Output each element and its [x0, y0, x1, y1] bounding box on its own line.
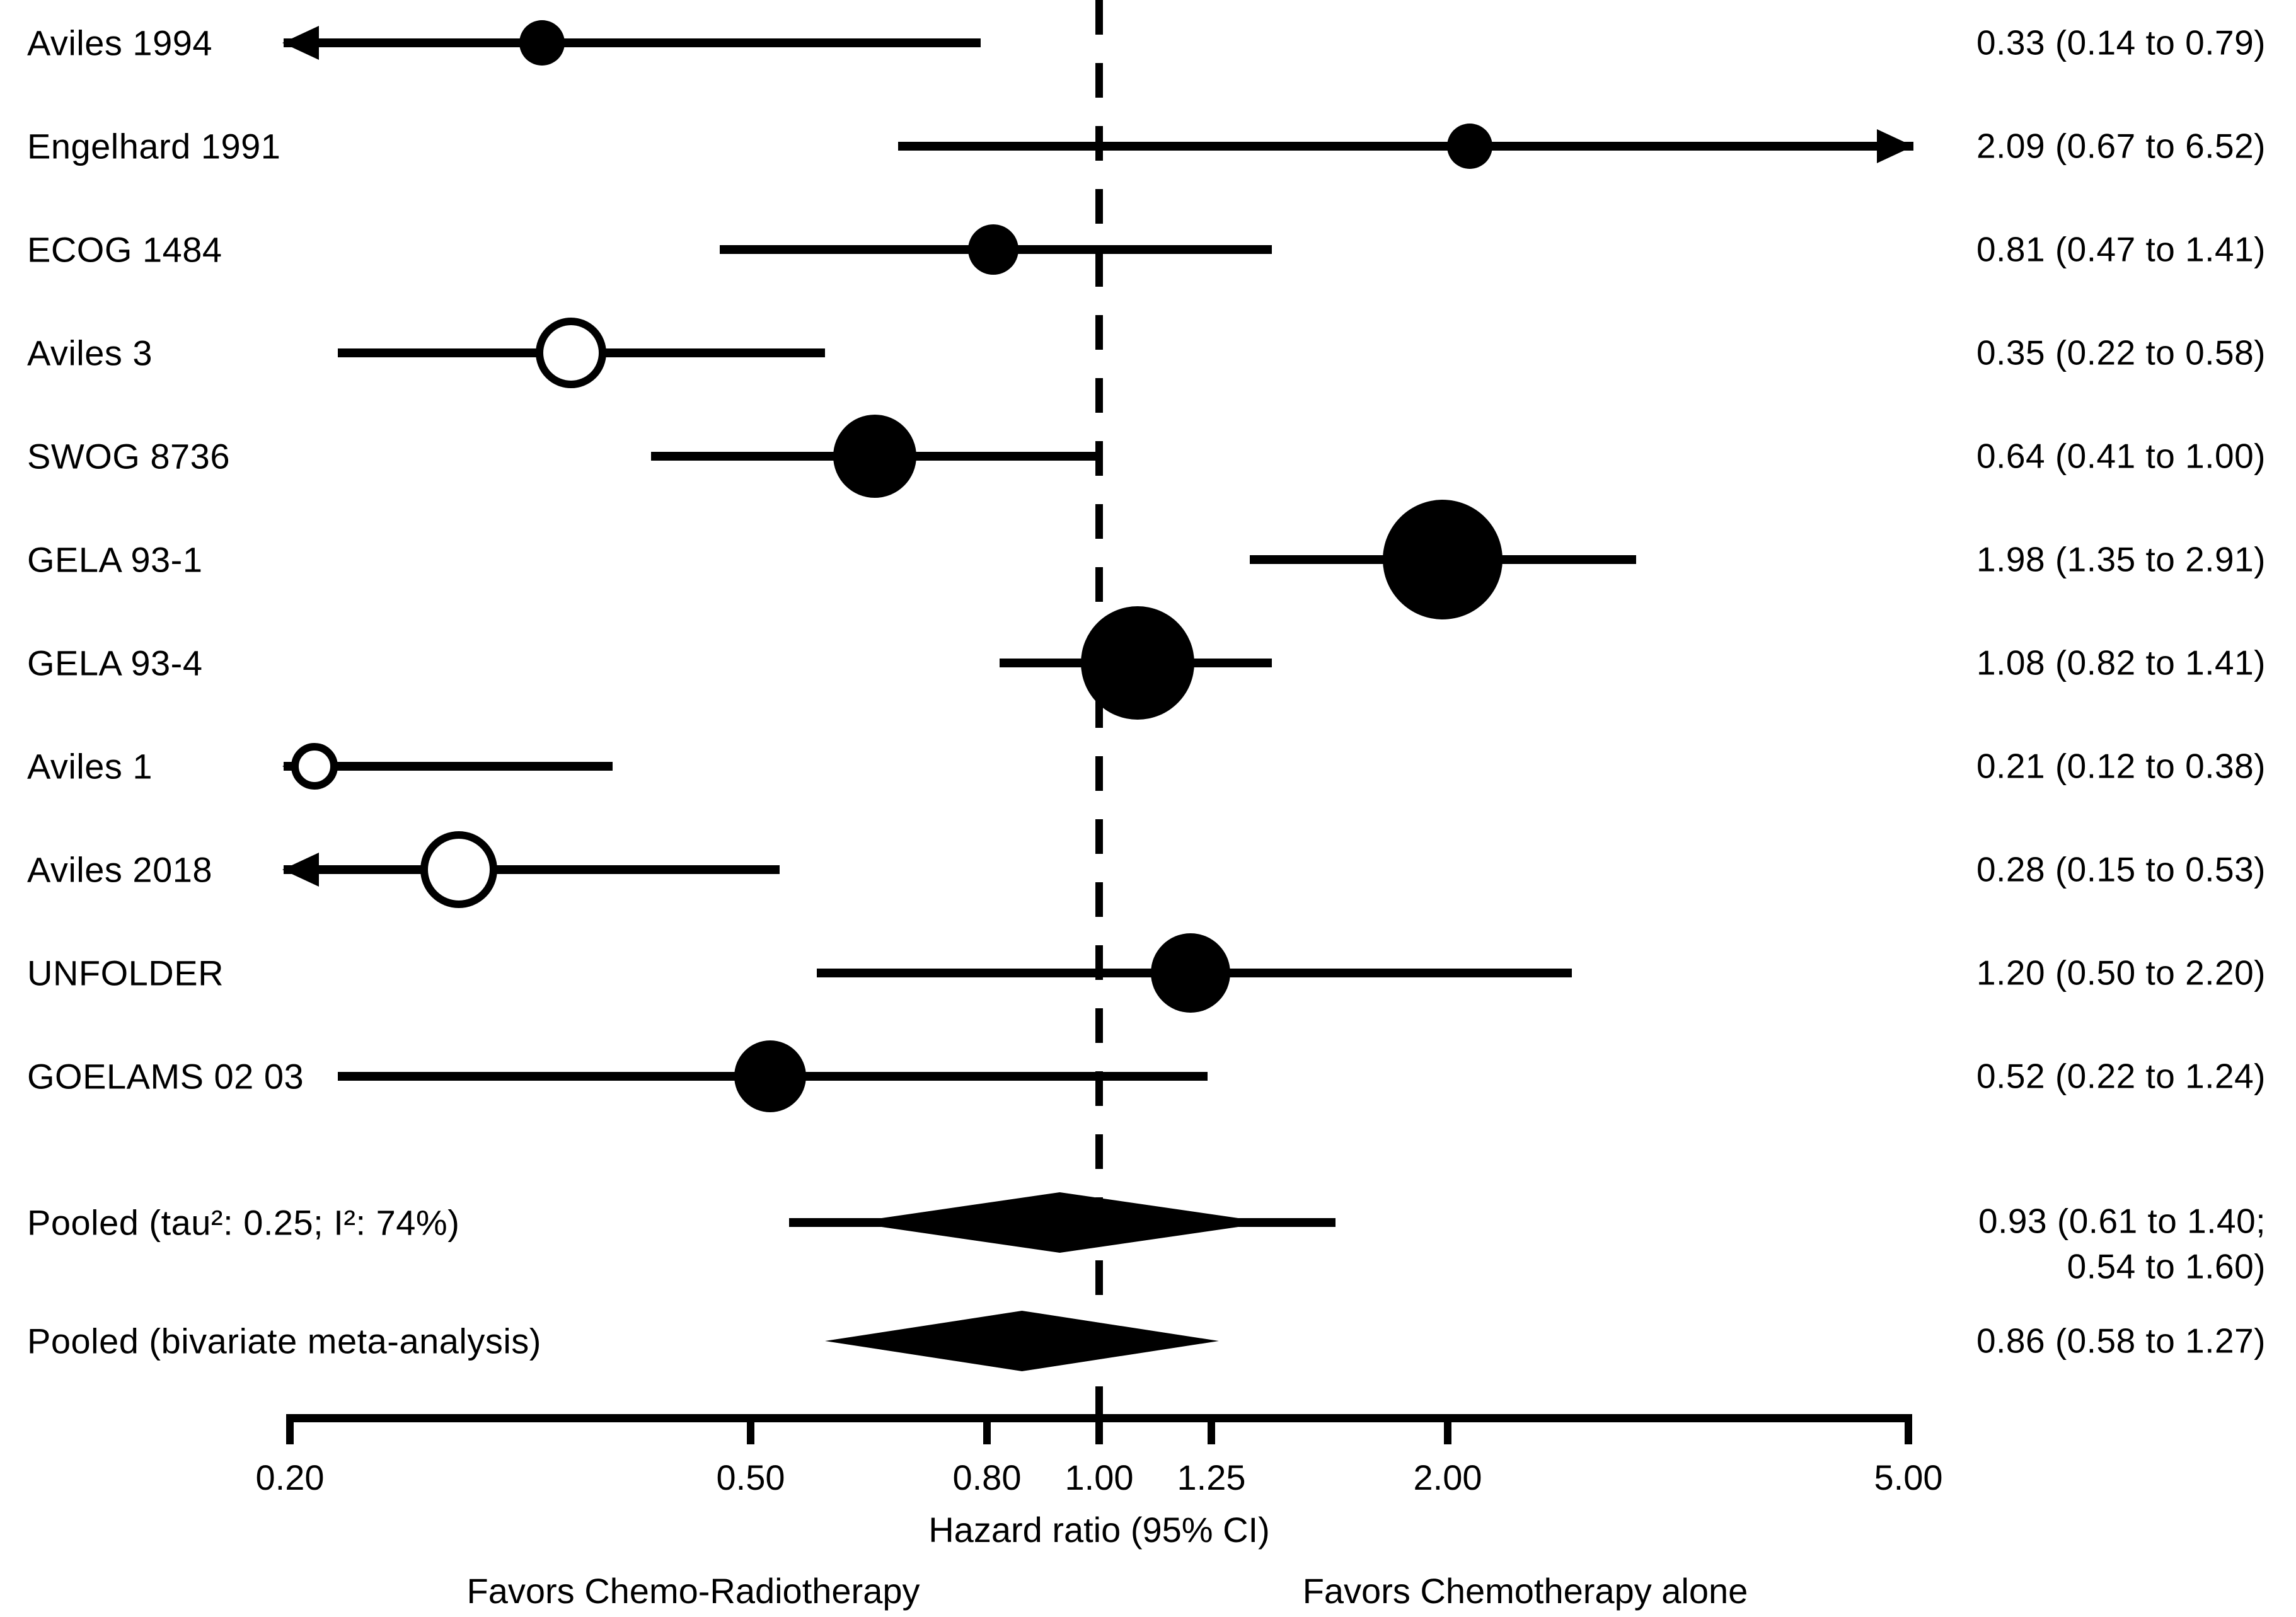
x-axis-tick-label: 1.25	[1177, 1458, 1246, 1497]
confidence-interval-line	[284, 762, 613, 771]
study-point-filled-circle	[734, 1040, 807, 1112]
hr-value-text: 0.52 (0.22 to 1.24)	[1976, 1056, 2266, 1096]
study-label: SWOG 8736	[27, 436, 230, 476]
study-label: Aviles 2018	[27, 849, 213, 890]
hr-value-text: 1.98 (1.35 to 2.91)	[1976, 539, 2266, 579]
x-axis-tick-label: 1.00	[1064, 1458, 1134, 1497]
study-point-filled-circle	[519, 20, 565, 66]
pooled-label: Pooled (tau²: 0.25; I²: 74%)	[27, 1202, 460, 1243]
confidence-interval-line	[284, 865, 780, 874]
x-axis-title: Hazard ratio (95% CI)	[928, 1510, 1270, 1550]
study-label: Aviles 1	[27, 746, 153, 786]
study-label: Aviles 1994	[27, 23, 213, 63]
x-axis-tick-mark	[286, 1418, 294, 1444]
confidence-interval-line	[897, 142, 1913, 151]
study-label: Aviles 3	[27, 333, 153, 373]
study-point-filled-circle	[833, 415, 916, 498]
study-point-filled-circle	[1081, 606, 1195, 720]
study-point-filled-circle	[967, 224, 1018, 275]
study-label: GOELAMS 02 03	[27, 1056, 304, 1096]
x-axis-tick-mark	[1095, 1418, 1103, 1444]
x-axis-tick-mark	[1208, 1418, 1216, 1444]
ci-clip-arrow-left	[282, 853, 319, 887]
study-label: GELA 93-4	[27, 643, 203, 683]
study-label: UNFOLDER	[27, 953, 224, 993]
pooled-label: Pooled (bivariate meta-analysis)	[27, 1321, 541, 1361]
reference-line-hr-1	[1095, 0, 1103, 1418]
x-axis-tick-label: 0.50	[716, 1458, 785, 1497]
x-axis-tick-label: 0.20	[255, 1458, 325, 1497]
study-point-filled-circle	[1382, 500, 1503, 619]
hr-value-text: 0.81 (0.47 to 1.41)	[1976, 229, 2266, 269]
study-point-open-circle	[291, 743, 338, 790]
x-axis-tick-mark	[1905, 1418, 1912, 1444]
hr-value-text: 0.28 (0.15 to 0.53)	[1976, 849, 2266, 889]
study-point-filled-circle	[1447, 124, 1493, 169]
hr-value-text: 1.20 (0.50 to 2.20)	[1976, 953, 2266, 993]
favors-left-label: Favors Chemo-Radiotherapy	[466, 1571, 920, 1611]
confidence-interval-line	[284, 38, 981, 47]
pooled-hr-value-text: 0.93 (0.61 to 1.40; 0.54 to 1.60)	[1978, 1201, 2266, 1286]
hr-value-text: 1.08 (0.82 to 1.41)	[1976, 643, 2266, 682]
favors-right-label: Favors Chemotherapy alone	[1302, 1571, 1748, 1611]
ci-clip-arrow-right	[1877, 129, 1913, 163]
ci-clip-arrow-left	[282, 26, 319, 60]
x-axis-tick-mark	[1443, 1418, 1451, 1444]
x-axis-tick-label: 0.80	[952, 1458, 1022, 1497]
hr-value-text: 0.33 (0.14 to 0.79)	[1976, 23, 2266, 62]
pooled-hr-value-text: 0.86 (0.58 to 1.27)	[1976, 1321, 2266, 1361]
x-axis-tick-mark	[747, 1418, 754, 1444]
study-point-open-circle	[420, 831, 498, 908]
x-axis-tick-label: 2.00	[1413, 1458, 1482, 1497]
study-label: GELA 93-1	[27, 539, 203, 580]
study-point-filled-circle	[1151, 933, 1231, 1013]
x-axis-tick-mark	[983, 1418, 991, 1444]
hr-value-text: 2.09 (0.67 to 6.52)	[1976, 126, 2266, 166]
pooled-diamond	[850, 1192, 1269, 1253]
study-label: Engelhard 1991	[27, 126, 281, 166]
hr-value-text: 0.64 (0.41 to 1.00)	[1976, 436, 2266, 476]
x-axis-tick-label: 5.00	[1874, 1458, 1943, 1497]
study-point-open-circle	[536, 318, 607, 388]
study-label: ECOG 1484	[27, 229, 222, 270]
hr-value-text: 0.35 (0.22 to 0.58)	[1976, 333, 2266, 372]
hr-value-text: 0.21 (0.12 to 0.38)	[1976, 746, 2266, 786]
pooled-diamond	[825, 1311, 1220, 1371]
